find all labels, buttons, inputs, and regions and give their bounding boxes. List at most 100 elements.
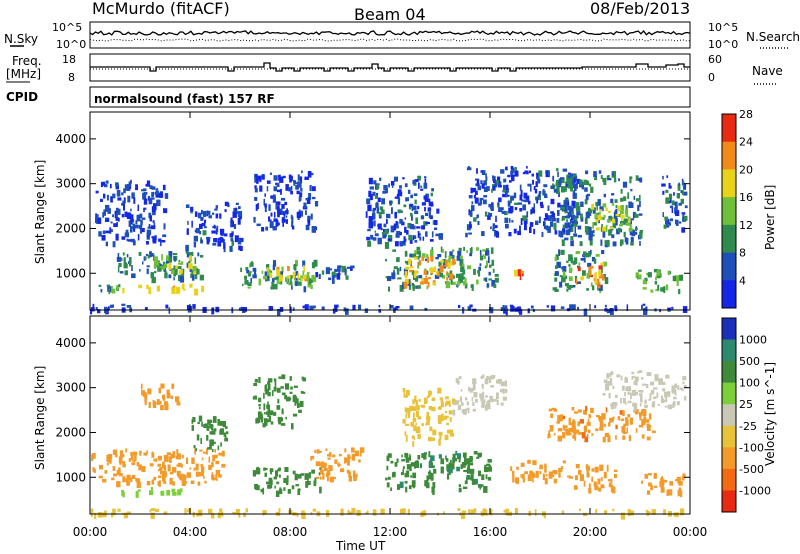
heatmap-cell	[524, 170, 528, 174]
heatmap-cell	[430, 473, 434, 481]
heatmap-cell	[359, 452, 362, 457]
heatmap-cell	[657, 284, 660, 291]
heatmap-cell	[417, 205, 420, 210]
xtick-label: 20:00	[573, 525, 608, 539]
heatmap-cell	[256, 223, 261, 227]
heatmap-cell	[629, 230, 632, 236]
heatmap-cell	[163, 208, 168, 214]
heatmap-cell	[405, 413, 407, 419]
heatmap-cell	[635, 175, 639, 181]
heatmap-cell	[310, 284, 313, 290]
heatmap-cell	[195, 227, 200, 234]
heatmap-cell	[247, 272, 251, 277]
heatmap-cell	[564, 222, 569, 229]
heatmap-cell	[585, 170, 589, 175]
heatmap-cell	[512, 470, 515, 477]
heatmap-cell	[511, 167, 515, 173]
heatmap-cell	[242, 307, 247, 312]
heatmap-cell	[517, 230, 521, 236]
heatmap-cell	[412, 284, 416, 290]
heatmap-cell	[566, 260, 569, 263]
colorbar-tick-label: 20	[739, 163, 753, 176]
heatmap-cell	[279, 271, 283, 278]
heatmap-cell	[261, 417, 263, 423]
heatmap-cell	[115, 233, 119, 241]
heatmap-cell	[653, 485, 658, 488]
heatmap-cell	[620, 512, 626, 520]
heatmap-cell	[449, 251, 453, 258]
heatmap-cell	[470, 509, 476, 515]
heatmap-cell	[130, 179, 132, 184]
heatmap-cell	[497, 379, 502, 384]
heatmap-cell	[219, 508, 223, 513]
heatmap-cell	[297, 281, 302, 286]
heatmap-cell	[163, 267, 166, 272]
heatmap-cell	[112, 466, 116, 471]
heatmap-cell	[409, 454, 411, 461]
heatmap-cell	[353, 474, 357, 481]
heatmap-cell	[673, 201, 678, 206]
heatmap-cell	[449, 270, 453, 276]
heatmap-cell	[310, 458, 312, 461]
heatmap-cell	[676, 219, 679, 226]
heatmap-cell	[542, 189, 545, 195]
heatmap-cell	[533, 186, 536, 191]
heatmap-cell	[577, 431, 582, 435]
heatmap-cell	[606, 219, 611, 222]
heatmap-cell	[554, 277, 558, 282]
freq-unit-label: [MHz]	[6, 67, 41, 81]
heatmap-cell	[499, 389, 505, 393]
heatmap-cell	[286, 208, 288, 215]
heatmap-cell	[186, 262, 189, 268]
heatmap-cell	[503, 184, 506, 190]
heatmap-cell	[189, 467, 192, 470]
heatmap-cell	[676, 476, 681, 482]
heatmap-cell	[215, 469, 221, 475]
heatmap-cell	[601, 267, 603, 274]
heatmap-cell	[598, 487, 602, 492]
heatmap-cell	[571, 214, 576, 219]
heatmap-cell	[597, 199, 601, 206]
heatmap-cell	[572, 434, 576, 439]
heatmap-cell	[533, 203, 535, 208]
heatmap-cell	[155, 188, 159, 191]
heatmap-cell	[304, 176, 309, 180]
heatmap-cell	[430, 192, 433, 197]
heatmap-cell	[602, 274, 605, 281]
heatmap-cell	[215, 213, 219, 219]
heatmap-cell	[183, 288, 186, 291]
heatmap-cell	[438, 438, 441, 446]
heatmap-cell	[299, 210, 303, 217]
heatmap-cell	[388, 286, 390, 292]
heatmap-cell	[286, 475, 289, 483]
heatmap-cell	[508, 232, 512, 237]
heatmap-cell	[544, 478, 548, 485]
heatmap-cell	[128, 458, 131, 462]
heatmap-cell	[683, 385, 687, 389]
heatmap-cell	[432, 465, 435, 468]
heatmap-cell	[266, 404, 270, 409]
heatmap-cell	[281, 409, 284, 415]
heatmap-cell	[489, 264, 492, 268]
heatmap-cell	[403, 390, 406, 397]
heatmap-cell	[395, 221, 398, 225]
heatmap-cell	[137, 234, 140, 241]
heatmap-cell	[438, 261, 442, 267]
heatmap-cell	[634, 376, 639, 382]
heatmap-cell	[539, 464, 543, 470]
heatmap-cell	[117, 208, 121, 215]
heatmap-cell	[368, 190, 372, 198]
heatmap-cell	[547, 170, 550, 176]
heatmap-cell	[271, 281, 274, 289]
heatmap-cell	[485, 176, 488, 181]
heatmap-cell	[313, 259, 318, 267]
heatmap-cell	[682, 381, 685, 385]
heatmap-cell	[356, 510, 361, 516]
heatmap-cell	[470, 473, 474, 481]
heatmap-cell	[126, 480, 130, 486]
heatmap-cell	[421, 423, 424, 427]
heatmap-cell	[402, 466, 405, 470]
heatmap-cell	[291, 216, 294, 224]
heatmap-cell	[216, 225, 219, 233]
heatmap-cell	[277, 387, 281, 393]
